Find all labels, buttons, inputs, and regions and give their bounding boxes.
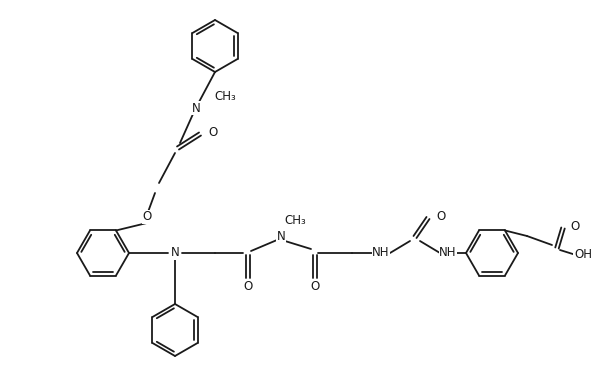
Text: O: O — [436, 210, 446, 222]
Text: O: O — [310, 279, 319, 293]
Text: O: O — [208, 125, 217, 139]
Text: N: N — [192, 102, 200, 114]
Text: O: O — [244, 279, 253, 293]
Text: OH: OH — [574, 248, 592, 262]
Text: NH: NH — [439, 246, 457, 260]
Text: CH₃: CH₃ — [284, 213, 306, 227]
Text: NH: NH — [372, 246, 390, 260]
Text: CH₃: CH₃ — [214, 90, 236, 102]
Text: O: O — [570, 220, 579, 232]
Text: N: N — [277, 229, 285, 242]
Text: O: O — [143, 211, 152, 223]
Text: N: N — [171, 246, 179, 260]
